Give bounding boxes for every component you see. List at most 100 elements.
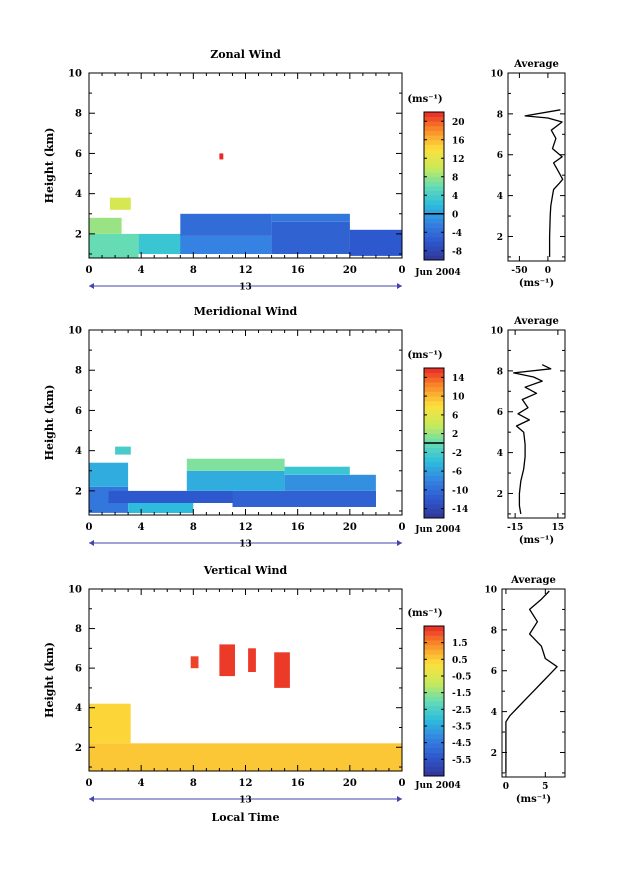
profile-x-label: (ms⁻¹) <box>519 278 554 289</box>
colorbar-band <box>424 419 444 425</box>
colorbar-tick-label: 0 <box>452 210 458 220</box>
colorbar-band <box>424 204 444 210</box>
colorbar-band <box>424 668 444 674</box>
heatmap-cell <box>180 235 272 254</box>
colorbar-band <box>424 139 444 145</box>
panel-title: Zonal Wind <box>210 48 281 61</box>
colorbar-band <box>424 405 444 411</box>
x-tick-label: 0 <box>86 778 93 789</box>
day-bar-end-marker <box>397 796 402 802</box>
profile-y-tick-label: 2 <box>497 233 503 243</box>
heatmap-panel-1 <box>89 153 402 258</box>
heatmap-cell <box>89 703 131 744</box>
colorbar-band <box>424 246 444 252</box>
colorbar-band <box>424 757 444 763</box>
heatmap-cell <box>190 656 199 669</box>
heatmap-cell <box>108 490 233 503</box>
day-bar-start-marker <box>89 796 94 802</box>
heatmap-cell <box>271 213 350 222</box>
colorbar-band <box>424 686 444 693</box>
colorbar-band <box>424 508 444 514</box>
day-bar-end-marker <box>397 283 402 289</box>
heatmap-panel-2 <box>89 446 376 513</box>
y-tick-label: 2 <box>75 486 82 497</box>
x-axis-label: Local Time <box>212 811 280 824</box>
colorbar-band <box>424 232 444 238</box>
day-label: 13 <box>239 796 252 806</box>
profile-y-tick-label: 10 <box>484 586 497 596</box>
colorbar-band <box>424 176 444 182</box>
colorbar-band <box>424 489 444 495</box>
profile-x-tick-label: 0 <box>545 266 551 276</box>
colorbar-band <box>424 144 444 150</box>
y-tick-label: 6 <box>75 664 82 675</box>
profile-frame <box>507 72 566 262</box>
colorbar-band <box>424 635 444 641</box>
colorbar-band <box>424 752 444 758</box>
panel-2: Meridional Wind 2 4 6 8 10 Height (km) 0 4 8 12 16 2… <box>43 305 566 550</box>
colorbar-band <box>424 729 444 735</box>
colorbar-band <box>424 414 444 420</box>
x-tick-label: 16 <box>291 265 305 276</box>
profile-y-tick-label: 8 <box>497 110 503 120</box>
colorbar-tick-label: -4 <box>452 229 462 239</box>
colorbar-band <box>424 153 444 159</box>
colorbar-tick-label: 14 <box>452 374 465 384</box>
colorbar-band <box>424 209 444 215</box>
profile-y-tick-label: 8 <box>491 626 497 636</box>
heatmap-cell <box>186 458 285 471</box>
heatmap-cell <box>284 466 350 475</box>
colorbar-tick-label: 8 <box>452 173 458 183</box>
colorbar-band <box>424 255 444 261</box>
heatmap-cell <box>115 446 131 455</box>
colorbar-band <box>424 213 444 219</box>
heatmap-cell <box>89 217 122 234</box>
colorbar-band <box>424 162 444 168</box>
colorbar-band <box>424 480 444 486</box>
colorbar-band <box>424 471 444 477</box>
colorbar-tick-label: 2 <box>452 430 458 440</box>
date-label: Jun 2004 <box>414 268 461 278</box>
y-tick-label: 4 <box>75 189 82 200</box>
colorbar-band <box>424 503 444 510</box>
colorbar-band <box>424 149 444 155</box>
colorbar-band <box>424 663 444 669</box>
heatmap-cell <box>128 502 194 513</box>
heatmap-cell <box>138 233 183 254</box>
colorbar-band <box>424 771 444 777</box>
colorbar-band <box>424 761 444 768</box>
profile-y-tick-label: 4 <box>491 708 497 718</box>
y-tick-label: 6 <box>75 149 82 160</box>
heatmap-layer <box>89 153 402 771</box>
colorbar-band <box>424 494 444 500</box>
colorbar-band <box>424 223 444 229</box>
heatmap-panel-3 <box>89 644 402 771</box>
x-tick-label: 20 <box>343 522 357 533</box>
profile-y-tick-label: 2 <box>491 749 497 759</box>
colorbar-band <box>424 724 444 730</box>
colorbar-band <box>424 461 444 467</box>
x-tick-label: 12 <box>239 265 253 276</box>
colorbar-band <box>424 158 444 164</box>
colorbar-band <box>424 250 444 256</box>
colorbar-band <box>424 386 444 392</box>
y-tick-label: 8 <box>75 366 82 377</box>
x-tick-label: 8 <box>190 265 197 276</box>
panel-title: Meridional Wind <box>194 305 298 318</box>
colorbar-band <box>424 428 444 435</box>
colorbar-band <box>424 719 444 725</box>
profile-y-tick-label: 6 <box>497 151 503 161</box>
colorbar-band <box>424 241 444 247</box>
colorbar-band <box>424 747 444 753</box>
colorbar-band <box>424 382 444 388</box>
x-tick-label: 8 <box>190 778 197 789</box>
colorbar-tick-label: -5.5 <box>452 756 471 766</box>
profile-x-tick-label: -15 <box>507 523 523 533</box>
profile-frame <box>501 588 566 778</box>
colorbar-band <box>424 181 444 187</box>
x-tick-label: 0 <box>399 522 406 533</box>
heatmap-cell <box>89 462 129 487</box>
y-tick-label: 4 <box>75 703 82 714</box>
profile-title: Average <box>513 59 559 70</box>
colorbar-band <box>424 112 444 118</box>
